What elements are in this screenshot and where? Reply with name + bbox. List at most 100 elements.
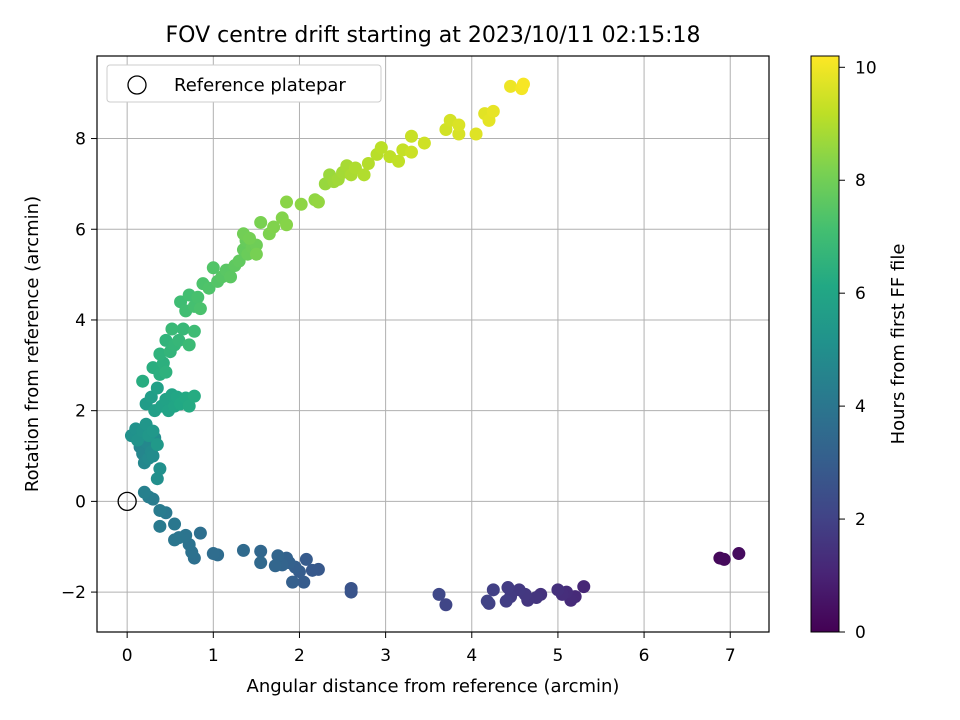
data-point xyxy=(404,129,418,143)
data-points xyxy=(124,77,746,612)
data-point xyxy=(732,547,746,561)
data-point xyxy=(439,598,453,612)
data-point xyxy=(504,79,518,93)
data-point xyxy=(193,526,207,540)
data-point xyxy=(501,581,515,595)
data-point xyxy=(193,302,207,316)
y-tick-label: −2 xyxy=(61,583,86,603)
data-point xyxy=(344,585,358,599)
data-point xyxy=(146,449,160,463)
x-tick-label: 0 xyxy=(122,646,133,666)
data-point xyxy=(153,519,167,533)
data-point xyxy=(452,127,466,141)
data-point xyxy=(311,195,325,209)
data-point xyxy=(153,462,167,476)
data-point xyxy=(294,197,308,211)
colorbar-tick-label: 10 xyxy=(855,58,877,78)
data-point xyxy=(392,154,406,168)
y-axis-label: Rotation from reference (arcmin) xyxy=(22,196,43,492)
y-tick-label: 0 xyxy=(75,492,86,512)
data-point xyxy=(249,247,263,261)
colorbar-gradient xyxy=(810,55,840,633)
colorbar-tick-label: 2 xyxy=(855,510,866,530)
colorbar-tick-label: 8 xyxy=(855,171,866,191)
data-point xyxy=(159,365,173,379)
data-point xyxy=(268,559,282,573)
data-point xyxy=(236,543,250,557)
y-tick-label: 2 xyxy=(75,402,86,422)
data-point xyxy=(224,270,238,284)
legend: Reference platepar xyxy=(106,64,382,103)
data-point xyxy=(516,77,530,91)
data-point xyxy=(242,231,256,245)
data-point xyxy=(150,472,164,486)
data-point xyxy=(168,517,182,531)
reference-marker-layer xyxy=(117,491,137,512)
data-point xyxy=(176,322,190,336)
data-point xyxy=(168,533,182,547)
data-point xyxy=(187,324,201,338)
data-point xyxy=(271,549,285,563)
data-point xyxy=(357,168,371,182)
data-point xyxy=(267,220,281,234)
data-point xyxy=(153,503,167,517)
data-point xyxy=(254,556,268,570)
data-point xyxy=(280,195,294,209)
data-point xyxy=(361,156,375,170)
data-point xyxy=(136,374,150,388)
data-point xyxy=(374,141,388,155)
data-point xyxy=(254,215,268,229)
x-axis-ticks: 0 1 2 3 4 5 6 7 xyxy=(122,632,736,666)
colorbar-tick-label: 6 xyxy=(855,284,866,304)
data-point xyxy=(206,547,220,561)
y-tick-label: 8 xyxy=(75,130,86,150)
legend-box xyxy=(106,64,382,103)
colorbar-ticks: 0 2 4 6 8 10 xyxy=(839,58,877,643)
y-axis-ticks: −2 0 2 4 6 8 xyxy=(61,130,97,603)
plot-frame xyxy=(96,55,770,633)
x-tick-label: 7 xyxy=(725,646,736,666)
data-point xyxy=(297,575,311,589)
y-tick-label: 4 xyxy=(75,311,86,331)
data-point xyxy=(150,381,164,395)
data-point xyxy=(206,261,220,275)
data-point xyxy=(182,399,196,413)
data-point xyxy=(417,136,431,150)
x-tick-label: 3 xyxy=(380,646,391,666)
grid-lines xyxy=(97,56,769,632)
data-point xyxy=(452,118,466,132)
data-point xyxy=(286,575,300,589)
data-point xyxy=(182,338,196,352)
data-point xyxy=(305,563,319,577)
data-point xyxy=(146,424,160,438)
colorbar-tick-label: 4 xyxy=(855,397,866,417)
data-point xyxy=(469,127,483,141)
data-point xyxy=(187,389,201,403)
reference-platepar-marker xyxy=(117,491,137,512)
data-point xyxy=(165,322,179,336)
x-tick-label: 1 xyxy=(208,646,219,666)
colorbar: 0 2 4 6 8 10 Hours from first FF file xyxy=(810,55,909,643)
legend-reference-marker xyxy=(127,75,147,95)
x-tick-label: 2 xyxy=(294,646,305,666)
colorbar-label: Hours from first FF file xyxy=(888,244,909,445)
y-tick-label: 6 xyxy=(75,220,86,240)
data-point xyxy=(254,544,268,558)
data-point xyxy=(137,485,151,499)
data-point xyxy=(172,333,186,347)
data-point xyxy=(280,218,294,232)
data-point xyxy=(150,438,164,452)
data-point xyxy=(486,104,500,118)
x-tick-label: 4 xyxy=(466,646,477,666)
data-point xyxy=(480,594,494,608)
data-point xyxy=(577,580,591,594)
colorbar-tick-label: 0 xyxy=(855,623,866,643)
data-point xyxy=(191,290,205,304)
data-point xyxy=(499,594,513,608)
data-point xyxy=(404,145,418,159)
x-tick-label: 5 xyxy=(553,646,564,666)
legend-entry-label: Reference platepar xyxy=(174,75,346,96)
data-point xyxy=(717,552,731,566)
x-axis-label: Angular distance from reference (arcmin) xyxy=(247,676,620,697)
